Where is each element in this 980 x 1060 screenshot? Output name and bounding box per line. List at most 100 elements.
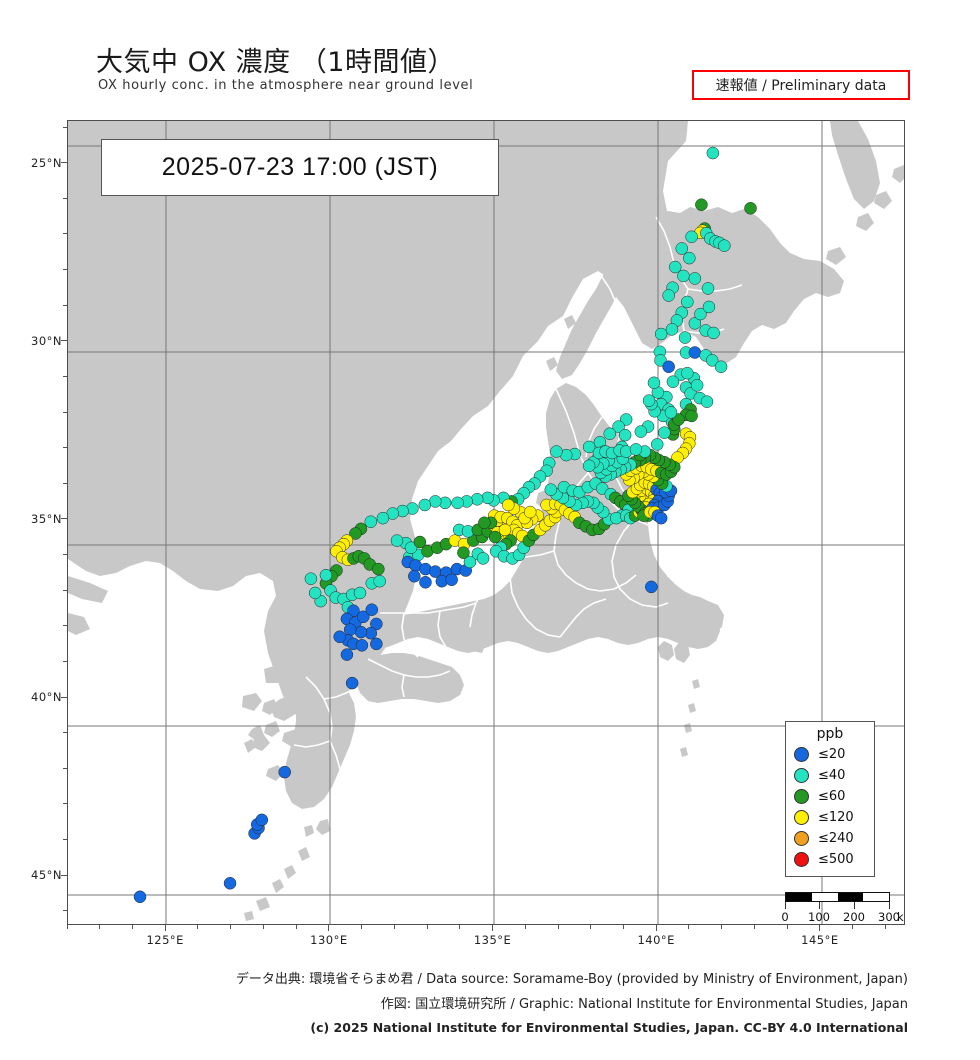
monitoring-station-point[interactable] xyxy=(478,516,491,530)
monitoring-station-point[interactable] xyxy=(370,617,383,631)
x-axis-tick-label: 140°E xyxy=(637,933,675,947)
monitoring-station-point[interactable] xyxy=(463,555,477,569)
monitoring-station-point[interactable] xyxy=(705,354,719,367)
monitoring-station-point[interactable] xyxy=(688,272,702,285)
monitoring-station-point[interactable] xyxy=(702,300,716,314)
monitoring-station-point[interactable] xyxy=(255,813,269,827)
data-points-layer[interactable] xyxy=(133,146,757,904)
monitoring-station-point[interactable] xyxy=(353,586,367,600)
monitoring-station-point[interactable] xyxy=(278,765,291,779)
monitoring-station-point[interactable] xyxy=(429,495,442,508)
monitoring-station-point[interactable] xyxy=(304,572,318,585)
monitoring-station-point[interactable] xyxy=(419,576,432,589)
monitoring-station-point[interactable] xyxy=(550,445,563,458)
monitoring-station-point[interactable] xyxy=(340,648,354,661)
monitoring-station-point[interactable] xyxy=(544,483,558,496)
monitoring-station-point[interactable] xyxy=(658,426,671,439)
monitoring-station-point[interactable] xyxy=(695,198,708,211)
monitoring-station-point[interactable] xyxy=(744,202,757,215)
monitoring-station-point[interactable] xyxy=(319,568,333,582)
monitoring-station-point[interactable] xyxy=(582,440,596,454)
monitoring-station-point[interactable] xyxy=(647,376,661,390)
monitoring-station-point[interactable] xyxy=(523,505,537,519)
monitoring-station-point[interactable] xyxy=(457,546,470,559)
monitoring-station-point[interactable] xyxy=(481,491,494,505)
preliminary-data-badge: 速報値 / Preliminary data xyxy=(692,70,910,100)
monitoring-station-point[interactable] xyxy=(707,326,720,340)
monitoring-station-point[interactable] xyxy=(701,282,715,295)
monitoring-station-point[interactable] xyxy=(666,375,680,388)
monitoring-station-point[interactable] xyxy=(654,327,668,341)
scale-bar-labels: 0 100 200 300km xyxy=(779,910,904,924)
monitoring-station-point[interactable] xyxy=(603,427,616,440)
monitoring-station-point[interactable] xyxy=(678,331,692,344)
monitoring-station-point[interactable] xyxy=(308,586,322,600)
monitoring-station-point[interactable] xyxy=(688,317,702,330)
monitoring-station-point[interactable] xyxy=(354,625,368,639)
scale-segment-3 xyxy=(837,893,864,901)
monitoring-station-point[interactable] xyxy=(333,630,346,644)
monitoring-station-point[interactable] xyxy=(685,230,698,244)
monitoring-station-point[interactable] xyxy=(470,493,484,506)
monitoring-station-point[interactable] xyxy=(343,623,357,636)
monitoring-station-point[interactable] xyxy=(634,425,648,438)
monitoring-station-point[interactable] xyxy=(476,552,490,565)
monitoring-station-point[interactable] xyxy=(694,307,707,321)
y-axis-minor-tick xyxy=(63,554,67,556)
monitoring-station-point[interactable] xyxy=(683,251,696,265)
monitoring-station-point[interactable] xyxy=(662,289,675,302)
monitoring-station-point[interactable] xyxy=(618,428,632,442)
monitoring-station-point[interactable] xyxy=(223,877,237,890)
monitoring-station-point[interactable] xyxy=(370,637,383,651)
monitoring-station-point[interactable] xyxy=(365,603,379,616)
monitoring-station-point[interactable] xyxy=(349,527,362,540)
monitoring-station-point[interactable] xyxy=(664,406,678,419)
monitoring-station-point[interactable] xyxy=(376,511,390,525)
monitoring-station-point[interactable] xyxy=(404,541,418,554)
monitoring-station-point[interactable] xyxy=(355,639,369,652)
monitoring-station-point[interactable] xyxy=(133,890,147,904)
monitoring-station-point[interactable] xyxy=(685,409,698,423)
monitoring-station-point[interactable] xyxy=(373,574,386,588)
monitoring-station-point[interactable] xyxy=(357,610,370,624)
monitoring-station-point[interactable] xyxy=(688,346,702,359)
monitoring-station-point[interactable] xyxy=(700,395,714,408)
monitoring-station-point[interactable] xyxy=(681,366,694,380)
monitoring-station-point[interactable] xyxy=(668,260,682,274)
monitoring-station-point[interactable] xyxy=(451,496,464,510)
footer-data-source: データ出典: 環境省そらまめ君 / Data source: Soramame-… xyxy=(235,972,908,987)
monitoring-station-point[interactable] xyxy=(675,242,689,255)
monitoring-station-point[interactable] xyxy=(690,379,704,392)
monitoring-station-point[interactable] xyxy=(718,239,731,252)
monitoring-station-point[interactable] xyxy=(612,420,625,433)
monitoring-station-point[interactable] xyxy=(662,360,675,374)
monitoring-station-point[interactable] xyxy=(445,573,458,587)
monitoring-station-point[interactable] xyxy=(706,146,720,160)
monitoring-station-point[interactable] xyxy=(345,676,359,690)
monitoring-station-point[interactable] xyxy=(665,323,679,336)
monitoring-station-point[interactable] xyxy=(654,511,668,525)
monitoring-station-point[interactable] xyxy=(650,438,664,451)
monitoring-station-point[interactable] xyxy=(364,515,378,528)
monitoring-station-point[interactable] xyxy=(418,498,432,512)
monitoring-station-point[interactable] xyxy=(629,443,643,456)
monitoring-station-point[interactable] xyxy=(681,295,694,309)
legend-item-label: ≤60 xyxy=(818,789,846,804)
monitoring-station-point[interactable] xyxy=(677,269,690,283)
map-plot-area[interactable]: 2025-07-23 17:00 (JST) ppb ≤20 ≤40 ≤60 ≤120… xyxy=(67,120,905,925)
monitoring-station-point[interactable] xyxy=(390,534,404,547)
monitoring-station-point[interactable] xyxy=(582,459,596,473)
monitoring-station-point[interactable] xyxy=(645,580,658,594)
y-axis-minor-tick xyxy=(63,660,67,662)
monitoring-station-point[interactable] xyxy=(498,523,512,537)
monitoring-station-point[interactable] xyxy=(714,360,728,374)
x-axis-minor-tick xyxy=(230,925,232,929)
map-canvas xyxy=(68,121,904,924)
monitoring-station-point[interactable] xyxy=(502,498,515,512)
monitoring-station-point[interactable] xyxy=(408,569,421,583)
monitoring-station-point[interactable] xyxy=(488,530,502,544)
scale-bar-unit: km xyxy=(897,910,904,924)
monitoring-station-point[interactable] xyxy=(413,535,427,549)
monitoring-station-point[interactable] xyxy=(642,394,656,407)
monitoring-station-point[interactable] xyxy=(372,562,385,576)
